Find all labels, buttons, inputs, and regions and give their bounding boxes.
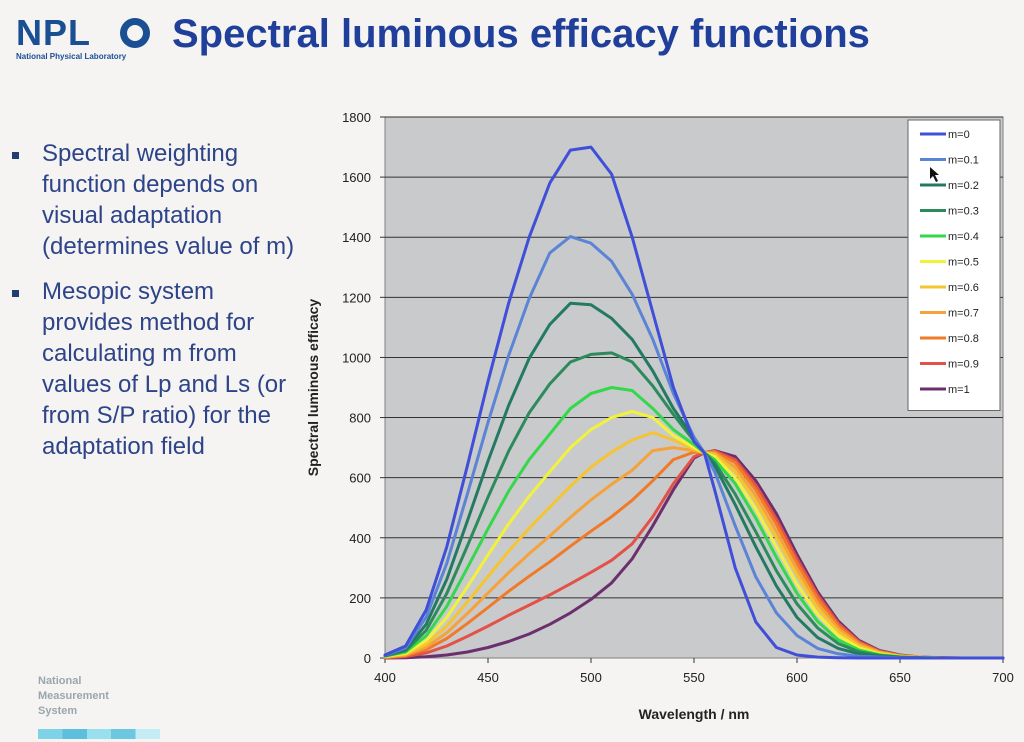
efficacy-chart: 0 200 400 600 800 1000 1200 1400 1600 1800 400 450 5…: [305, 110, 1014, 722]
y-tick-label: 200: [349, 591, 371, 606]
legend-label: m=0.4: [948, 231, 979, 243]
bullet-marker-icon: [12, 290, 19, 297]
x-tick-label: 600: [786, 670, 808, 685]
nms-logo-line: Measurement: [38, 690, 109, 702]
bullet-marker-icon: [12, 152, 19, 159]
y-tick-label: 1800: [342, 110, 371, 125]
series-line: [383, 145, 1005, 660]
legend-label: m=0.7: [948, 308, 979, 320]
y-axis-label: Spectral luminous efficacy: [305, 299, 321, 477]
x-tick-label: 700: [992, 670, 1014, 685]
legend-label: m=0.2: [948, 180, 979, 192]
logo-subtitle: National Physical Laboratory: [16, 52, 127, 61]
nms-logo-line: System: [38, 705, 78, 717]
x-tick-label: 500: [580, 670, 602, 685]
nms-logo-line: National: [38, 675, 82, 687]
x-tick-label: 450: [477, 670, 499, 685]
nms-logo: National Measurement System: [38, 674, 168, 739]
page-title: Spectral luminous efficacy functions: [172, 12, 870, 56]
legend-label: m=0.1: [948, 155, 979, 167]
npl-logo: NPL National Physical Laboratory: [16, 12, 156, 64]
y-tick-label: 1600: [342, 170, 371, 185]
x-tick-label: 400: [374, 670, 396, 685]
legend-label: m=0: [948, 129, 970, 141]
bullet-item: Spectral weighting function depends on v…: [10, 138, 300, 262]
seal-icon: [120, 18, 150, 48]
y-tick-label: 800: [349, 411, 371, 426]
y-tick-label: 400: [349, 531, 371, 546]
x-tick-label: 650: [889, 670, 911, 685]
x-tick-label: 550: [683, 670, 705, 685]
y-tick-label: 1200: [342, 290, 371, 305]
legend-label: m=0.9: [948, 359, 979, 371]
bullet-text: Mesopic system provides method for calcu…: [42, 278, 287, 460]
bullet-list: Spectral weighting function depends on v…: [10, 138, 300, 476]
bullet-item: Mesopic system provides method for calcu…: [10, 276, 300, 462]
legend-label: m=0.6: [948, 282, 979, 294]
legend-label: m=0.8: [948, 333, 979, 345]
legend-label: m=0.5: [948, 257, 979, 269]
bullet-text: Spectral weighting function depends on v…: [42, 140, 295, 260]
y-tick-label: 1400: [342, 230, 371, 245]
y-tick-label: 1000: [342, 350, 371, 365]
legend-label: m=0.3: [948, 206, 979, 218]
legend-label: m=1: [948, 384, 970, 396]
y-tick-label: 600: [349, 471, 371, 486]
logo-text: NPL: [16, 12, 91, 53]
mouse-cursor-icon: [930, 167, 939, 182]
y-tick-label: 0: [364, 651, 371, 666]
x-axis-label: Wavelength / nm: [639, 706, 750, 722]
nms-color-bar: [38, 729, 160, 739]
